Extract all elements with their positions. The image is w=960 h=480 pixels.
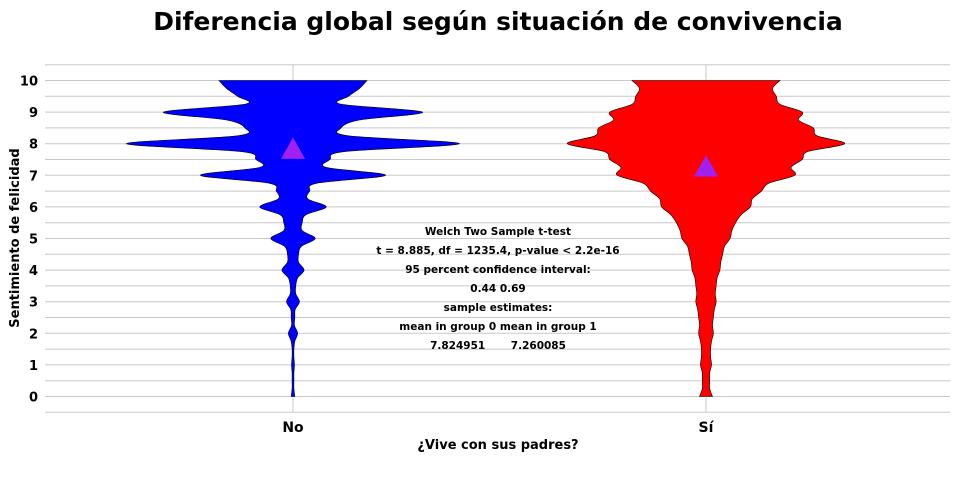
violin-no xyxy=(126,80,460,397)
y-tick-label: 3 xyxy=(29,296,38,311)
x-tick-label: Sí xyxy=(699,420,715,436)
chart-title: Diferencia global según situación de con… xyxy=(153,7,843,36)
y-tick-label: 0 xyxy=(29,391,38,406)
x-axis-ticks: No Sí xyxy=(282,420,714,436)
x-axis-label: ¿Vive con sus padres? xyxy=(417,438,578,453)
y-tick-label: 9 xyxy=(29,106,38,121)
violin-si xyxy=(566,80,846,397)
x-tick-label: No xyxy=(282,420,304,436)
y-tick-label: 5 xyxy=(29,233,38,248)
annotation-line: t = 8.885, df = 1235.4, p-value < 2.2e-1… xyxy=(376,245,619,257)
annotation-line: 7.824951 7.260085 xyxy=(430,340,566,352)
mean-markers xyxy=(281,137,718,177)
mean-marker-no xyxy=(281,137,305,159)
annotation-line: mean in group 0 mean in group 1 xyxy=(399,321,596,333)
y-axis-label: Sentimiento de felicidad xyxy=(8,148,23,327)
y-axis-ticks: 0 1 2 3 4 5 6 7 8 9 10 xyxy=(20,75,38,406)
y-tick-label: 2 xyxy=(29,327,38,342)
y-tick-label: 4 xyxy=(29,264,38,279)
annotation-line: 95 percent confidence interval: xyxy=(405,264,591,276)
mean-marker-si xyxy=(694,155,718,177)
y-tick-label: 10 xyxy=(20,75,38,90)
y-tick-label: 7 xyxy=(29,169,38,184)
y-tick-label: 1 xyxy=(29,359,38,374)
t-test-annotation: Welch Two Sample t-test t = 8.885, df = 1… xyxy=(376,226,619,352)
y-tick-label: 8 xyxy=(29,138,38,153)
grid-lines xyxy=(45,64,950,413)
violins xyxy=(126,80,846,397)
annotation-line: Welch Two Sample t-test xyxy=(425,226,571,238)
annotation-line: sample estimates: xyxy=(444,302,553,314)
annotation-line: 0.44 0.69 xyxy=(470,283,525,295)
y-tick-label: 6 xyxy=(29,201,38,216)
